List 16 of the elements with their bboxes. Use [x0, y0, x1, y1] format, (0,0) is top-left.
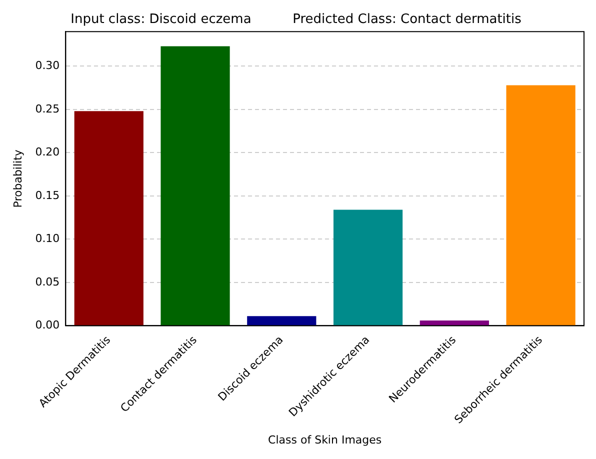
y-tick-label: 0.20 [35, 146, 60, 159]
chart-title: Input class: Discoid eczema Predicted Class: Contact dermatitis [70, 12, 522, 28]
y-tick-label: 0.05 [35, 275, 60, 288]
y-tick-label: 0.10 [35, 232, 60, 246]
bar [247, 316, 316, 326]
bar [506, 85, 576, 326]
bar [420, 320, 489, 326]
y-tick-label: 0.00 [35, 318, 60, 332]
y-axis-title: Probability [11, 149, 24, 208]
bar [160, 46, 230, 326]
bar [333, 210, 403, 326]
y-tick-label: 0.30 [35, 59, 60, 72]
bar [74, 111, 144, 326]
y-tick-label: 0.25 [35, 102, 60, 116]
y-tick-label: 0.15 [35, 188, 60, 202]
x-axis-title: Class of Skin Images [268, 433, 382, 446]
